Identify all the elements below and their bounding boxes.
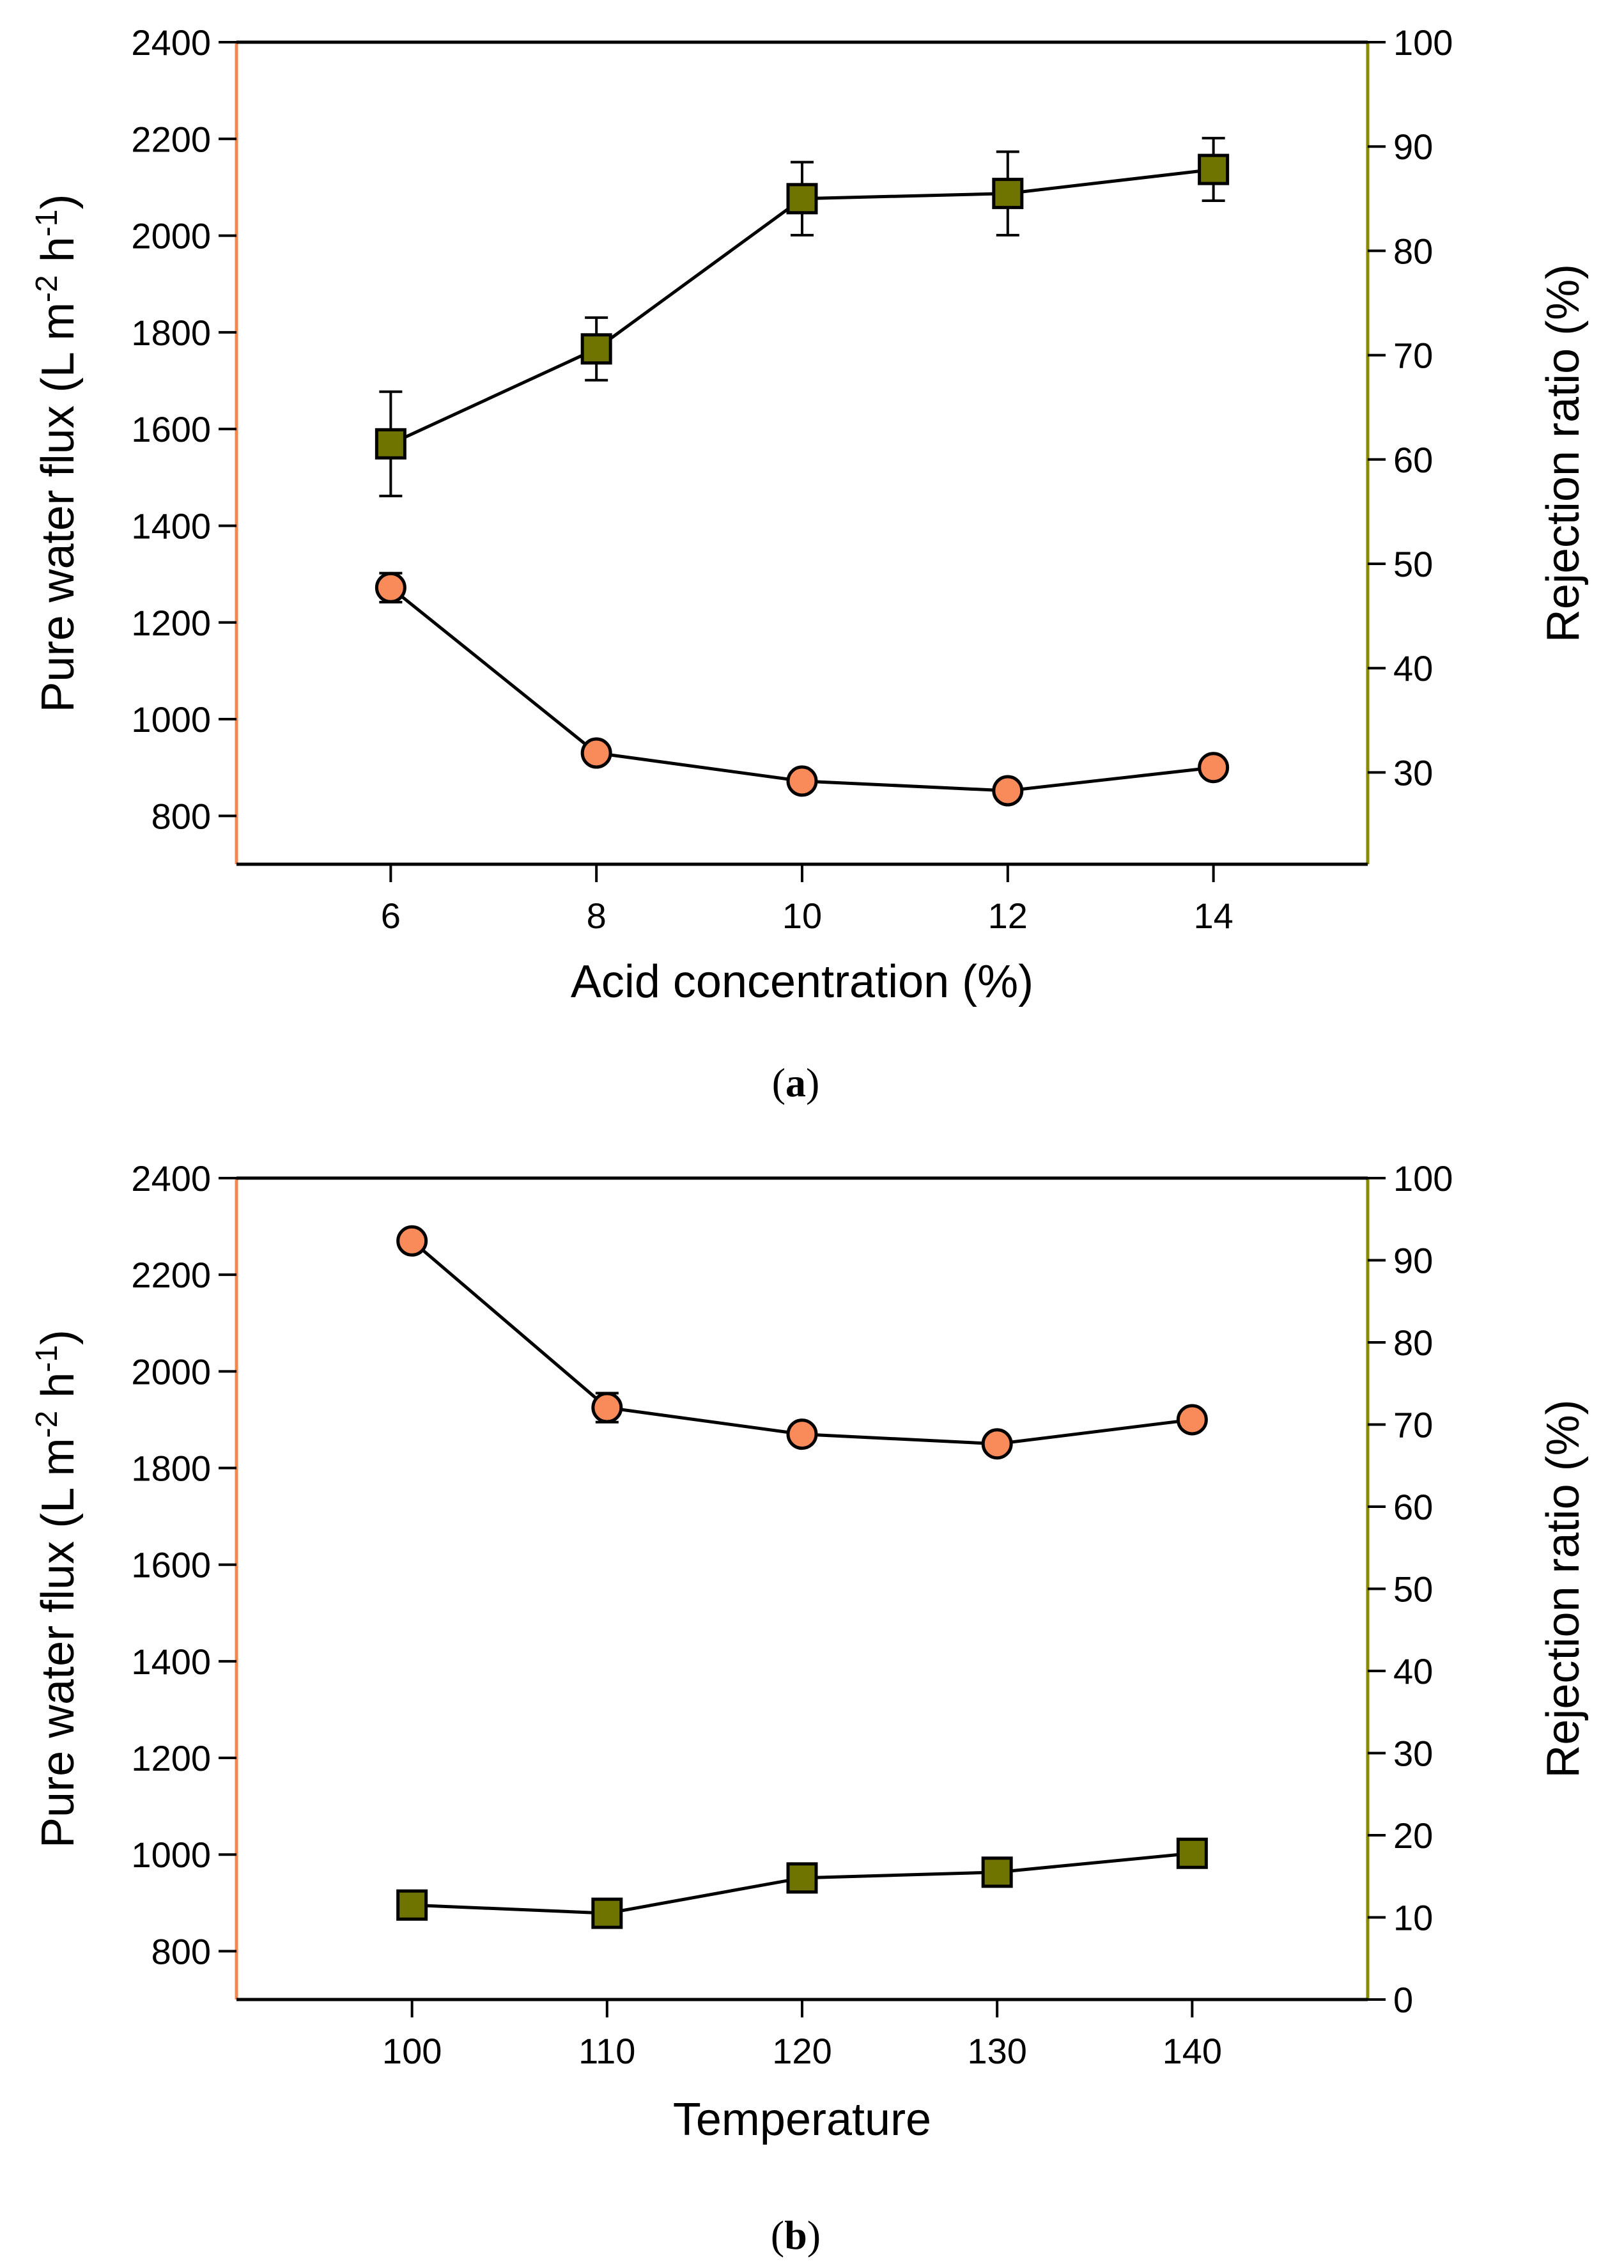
rejection-point: [981, 1856, 1013, 1888]
left-tick-label: 2200: [131, 119, 211, 159]
panel-label-close: ): [807, 2212, 821, 2258]
x-tick-label: 100: [382, 2031, 442, 2071]
left-y-axis-label: Pure water flux (L m-2 h-1): [30, 194, 84, 713]
rejection-point: [396, 1889, 428, 1921]
left-y-axis-label-part: h: [33, 1372, 84, 1411]
x-tick-label: 140: [1163, 2031, 1222, 2071]
flux-point: [1176, 1404, 1208, 1436]
right-tick-label: 90: [1393, 127, 1433, 167]
left-tick-label: 1600: [131, 409, 211, 449]
x-tick-label: 130: [967, 2031, 1026, 2071]
left-tick-label: 1800: [131, 313, 211, 353]
right-tick-label: 60: [1393, 1487, 1433, 1527]
right-tick-label: 80: [1393, 1323, 1433, 1363]
flux-point: [1198, 752, 1230, 784]
rejection-point: [1176, 1837, 1208, 1869]
rejection-point: [591, 1897, 623, 1929]
rejection-point: [992, 178, 1024, 210]
flux-point: [396, 1225, 428, 1257]
left-tick-label: 1600: [131, 1545, 211, 1585]
panel-label-close: ): [806, 1060, 819, 1105]
panel-label: (a): [772, 1060, 820, 1105]
left-tick-label: 1400: [131, 1642, 211, 1682]
left-tick-label: 800: [151, 1931, 211, 1971]
x-axis-label: Acid concentration (%): [571, 956, 1033, 1007]
left-y-axis-label-part: -2: [30, 275, 64, 302]
chart-panel-a: 800 1000 1200 1400 1600 1800 2000 2200 2400 30 40 5…: [30, 22, 1589, 1105]
left-y-axis-label-part: Pure water flux (L m: [33, 302, 84, 713]
flux-point: [992, 775, 1024, 807]
left-y-axis-label-part: h: [33, 237, 84, 275]
left-tick-label: 2000: [131, 216, 211, 256]
x-axis-label: Temperature: [673, 2094, 931, 2145]
right-tick-label: 0: [1393, 1980, 1413, 2020]
x-tick-label: 8: [587, 896, 607, 936]
panel-label: (b): [771, 2212, 821, 2258]
right-tick-label: 100: [1393, 22, 1453, 63]
series-line-flux: [389, 586, 1214, 793]
left-tick-label: 1000: [131, 699, 211, 740]
left-tick-label: 1200: [131, 1738, 211, 1778]
flux-point: [786, 1418, 818, 1450]
panel-label-open: (: [771, 2212, 784, 2258]
x-tick-label: 6: [381, 896, 401, 936]
right-tick-label: 30: [1393, 1734, 1433, 1774]
left-tick-label: 2400: [131, 22, 211, 63]
right-tick-label: 80: [1393, 231, 1433, 271]
left-y-axis-label-part: -2: [30, 1411, 64, 1438]
flux-point: [580, 737, 612, 769]
rejection-point: [786, 183, 818, 215]
left-y-axis-label-part: ): [33, 194, 84, 210]
left-tick-label: 1000: [131, 1835, 211, 1875]
left-tick-label: 2400: [131, 1158, 211, 1199]
right-tick-label: 10: [1393, 1898, 1433, 1938]
x-tick-label: 12: [988, 896, 1028, 936]
series-line-flux: [411, 1239, 1193, 1446]
x-tick-label: 120: [772, 2031, 831, 2071]
left-y-axis-label-part: ): [33, 1330, 84, 1345]
rejection-point: [375, 428, 406, 460]
right-tick-label: 70: [1393, 1405, 1433, 1445]
left-tick-label: 2200: [131, 1255, 211, 1295]
rejection-point: [786, 1862, 818, 1894]
left-tick-label: 1200: [131, 603, 211, 643]
left-tick-label: 1400: [131, 506, 211, 546]
panel-label-letter: b: [784, 2212, 807, 2258]
flux-point: [981, 1428, 1013, 1460]
left-tick-label: 800: [151, 796, 211, 836]
right-tick-label: 40: [1393, 1651, 1433, 1691]
left-y-axis-label-part: -1: [30, 1345, 64, 1372]
left-y-axis-label-part: -1: [30, 210, 64, 237]
x-tick-label: 10: [782, 896, 822, 936]
right-tick-label: 90: [1393, 1241, 1433, 1281]
right-tick-label: 50: [1393, 1569, 1433, 1610]
left-tick-label: 2000: [131, 1351, 211, 1392]
right-tick-label: 100: [1393, 1158, 1453, 1199]
x-tick-label: 110: [578, 2031, 635, 2071]
right-y-axis-label: Rejection ratio (%): [1538, 1399, 1589, 1778]
right-tick-label: 70: [1393, 336, 1433, 376]
rejection-point: [580, 333, 612, 365]
panel-label-letter: a: [785, 1060, 806, 1105]
right-tick-label: 20: [1393, 1815, 1433, 1856]
left-tick-label: 1800: [131, 1449, 211, 1489]
panel-label-open: (: [772, 1060, 785, 1105]
right-tick-label: 50: [1393, 544, 1433, 584]
flux-point: [591, 1392, 623, 1424]
right-tick-label: 40: [1393, 648, 1433, 688]
rejection-point: [1198, 153, 1230, 185]
flux-point: [786, 765, 818, 797]
right-tick-label: 30: [1393, 752, 1433, 793]
right-tick-label: 60: [1393, 440, 1433, 480]
right-y-axis-label: Rejection ratio (%): [1538, 264, 1589, 642]
left-y-axis-label-part: Pure water flux (L m: [33, 1438, 84, 1848]
x-tick-label: 14: [1193, 896, 1233, 936]
left-y-axis-label: Pure water flux (L m-2 h-1): [30, 1330, 84, 1848]
flux-point: [375, 571, 406, 603]
chart-panel-b: 800 1000 1200 1400 1600 1800 2000 2200 2400 0 10 20…: [30, 1158, 1589, 2258]
